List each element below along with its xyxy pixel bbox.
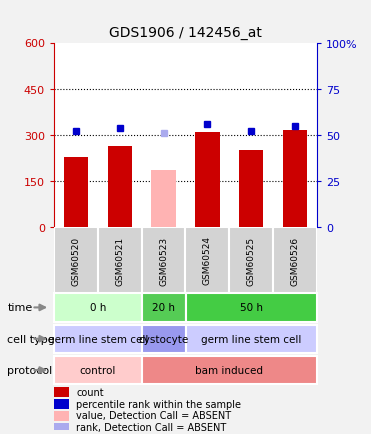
Text: GSM60523: GSM60523 [159, 236, 168, 285]
Bar [54, 228, 98, 293]
Text: 20 h: 20 h [152, 303, 175, 312]
Bar [108, 146, 132, 228]
Bar [98, 228, 142, 293]
Bar [239, 151, 263, 228]
Bar [283, 131, 307, 228]
Title: GDS1906 / 142456_at: GDS1906 / 142456_at [109, 26, 262, 39]
Bar [54, 388, 69, 397]
Bar [186, 325, 317, 353]
Text: time: time [7, 303, 33, 312]
Bar [229, 228, 273, 293]
Text: control: control [79, 365, 116, 375]
Bar [273, 228, 317, 293]
Bar [142, 356, 317, 384]
Text: value, Detection Call = ABSENT: value, Detection Call = ABSENT [76, 411, 231, 420]
Text: bam induced: bam induced [196, 365, 263, 375]
Text: GSM60521: GSM60521 [115, 236, 124, 285]
Text: percentile rank within the sample: percentile rank within the sample [76, 399, 241, 408]
Text: rank, Detection Call = ABSENT: rank, Detection Call = ABSENT [76, 422, 226, 432]
Text: GSM60525: GSM60525 [247, 236, 256, 285]
Bar [54, 423, 69, 432]
Text: germ line stem cell: germ line stem cell [201, 334, 302, 344]
Bar [54, 411, 69, 421]
Bar [151, 171, 175, 228]
Bar [196, 132, 220, 228]
Text: GSM60524: GSM60524 [203, 236, 212, 285]
Bar [54, 356, 142, 384]
Text: 50 h: 50 h [240, 303, 263, 312]
Text: GSM60526: GSM60526 [291, 236, 300, 285]
Bar [186, 294, 317, 322]
Bar [142, 325, 186, 353]
Text: count: count [76, 387, 104, 397]
Text: cell type: cell type [7, 334, 55, 344]
Text: GSM60520: GSM60520 [71, 236, 80, 285]
Bar [64, 157, 88, 228]
Bar [186, 228, 229, 293]
Bar [54, 325, 142, 353]
Text: cystocyte: cystocyte [138, 334, 189, 344]
Text: 0 h: 0 h [89, 303, 106, 312]
Text: protocol: protocol [7, 365, 53, 375]
Bar [142, 228, 186, 293]
Bar [54, 399, 69, 409]
Bar [142, 294, 186, 322]
Bar [54, 294, 142, 322]
Text: germ line stem cell: germ line stem cell [47, 334, 148, 344]
